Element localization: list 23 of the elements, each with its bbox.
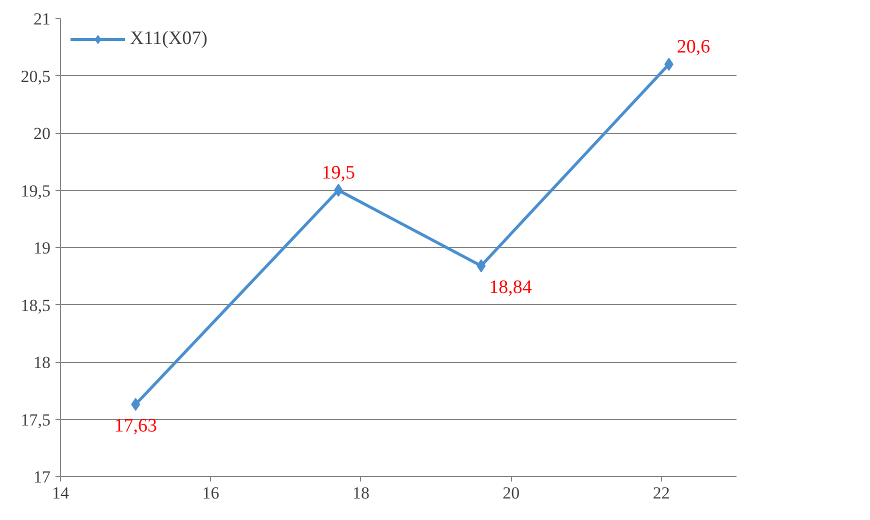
y-tick-label: 17,5 (20, 410, 50, 430)
y-tick-label: 17 (34, 468, 51, 486)
y-tick-label: 18,5 (20, 296, 50, 315)
y-tick-label: 19,5 (20, 181, 50, 200)
y-tick-label: 20,5 (20, 66, 50, 86)
x-tick-label: 14 (52, 484, 70, 502)
x-tick-label: 16 (202, 484, 220, 502)
x-tick-label: 18 (352, 484, 370, 502)
point (664, 58, 674, 71)
y-tick-label: 21 (34, 10, 50, 28)
y-tick-label: 20 (34, 124, 50, 143)
point (334, 184, 343, 197)
x-tick-label: 22 (652, 484, 670, 502)
legend-label: X11(X07) (130, 28, 208, 50)
point (476, 259, 486, 272)
y-tick-label: 19 (34, 238, 50, 258)
y-tick-label: 18 (34, 353, 50, 372)
data-label: 17,63 (114, 415, 157, 436)
data-label: 19,5 (322, 162, 356, 184)
x-tick-label: 20 (502, 484, 520, 502)
point (131, 398, 140, 411)
data-label: 20,6 (676, 36, 710, 58)
data-label: 18,84 (489, 276, 532, 298)
